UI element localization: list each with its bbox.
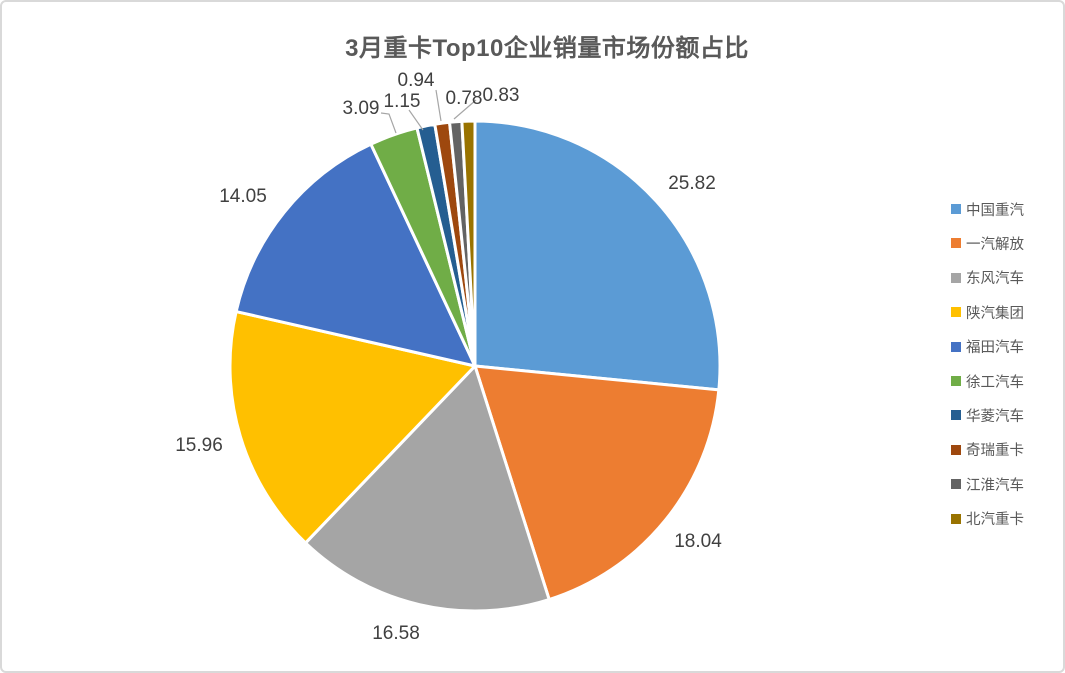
data-label: 16.58	[372, 623, 420, 644]
data-label: 0.78	[446, 88, 483, 109]
legend-item-2[interactable]: 一汽解放	[951, 232, 1024, 254]
legend-label: 中国重汽	[966, 202, 1024, 219]
data-label: 0.94	[398, 70, 435, 91]
legend-label: 奇瑞重卡	[966, 443, 1024, 460]
pie-slice-10[interactable]: 北汽重卡 0.83	[460, 119, 477, 368]
legend-item-10[interactable]: 北汽重卡	[951, 508, 1024, 530]
legend-swatch-icon	[951, 410, 961, 421]
data-label: 25.82	[668, 173, 716, 194]
legend-item-4[interactable]: 陕汽集团	[951, 301, 1024, 323]
legend-swatch-icon	[951, 307, 961, 318]
legend-item-5[interactable]: 福田汽车	[951, 336, 1024, 358]
legend-swatch-icon	[951, 272, 961, 283]
legend-swatch-icon	[951, 479, 961, 490]
legend-swatch-icon	[951, 204, 961, 214]
chart-title: 3月重卡Top10企业销量市场份额占比	[345, 35, 749, 62]
legend-label: 华菱汽车	[966, 408, 1024, 425]
leader-line	[380, 112, 397, 134]
data-label: 15.96	[175, 435, 223, 456]
pie-slice-1[interactable]: 中国重汽 25.82	[473, 119, 722, 392]
legend-swatch-icon	[951, 341, 961, 352]
legend-label: 福田汽车	[966, 340, 1024, 357]
legend-label: 北汽重卡	[966, 512, 1024, 529]
data-label: 3.09	[343, 98, 380, 119]
legend-item-7[interactable]: 华菱汽车	[951, 404, 1024, 426]
leader-line	[408, 109, 424, 131]
legend: 中国重汽一汽解放东风汽车陕汽集团福田汽车徐工汽车华菱汽车奇瑞重卡江淮汽车北汽重卡	[951, 2, 1061, 671]
pie-slice-4[interactable]: 陕汽集团 15.96	[228, 310, 477, 545]
data-label: 1.15	[384, 91, 421, 112]
legend-item-1[interactable]: 中国重汽	[951, 198, 1024, 220]
legend-swatch-icon	[951, 513, 961, 524]
pie-slice-2[interactable]: 一汽解放 18.04	[473, 364, 721, 601]
pie-slice-3[interactable]: 东风汽车 16.58	[304, 364, 551, 613]
data-label: 18.04	[674, 531, 722, 552]
leader-line	[435, 89, 442, 122]
legend-item-8[interactable]: 奇瑞重卡	[951, 439, 1024, 461]
legend-swatch-icon	[951, 444, 961, 455]
legend-swatch-icon	[951, 376, 961, 386]
pie-slice-5[interactable]: 福田汽车 14.05	[234, 142, 477, 368]
legend-label: 东风汽车	[966, 271, 1024, 288]
legend-label: 徐工汽车	[966, 374, 1024, 391]
legend-item-3[interactable]: 东风汽车	[951, 267, 1024, 289]
data-label: 0.83	[483, 85, 520, 106]
legend-label: 一汽解放	[966, 236, 1024, 253]
legend-label: 陕汽集团	[966, 305, 1024, 322]
legend-swatch-icon	[951, 238, 961, 249]
leader-line	[453, 99, 477, 120]
legend-item-9[interactable]: 江淮汽车	[951, 473, 1024, 495]
legend-label: 江淮汽车	[966, 477, 1024, 494]
legend-item-6[interactable]: 徐工汽车	[951, 370, 1024, 392]
data-label: 14.05	[219, 186, 267, 207]
